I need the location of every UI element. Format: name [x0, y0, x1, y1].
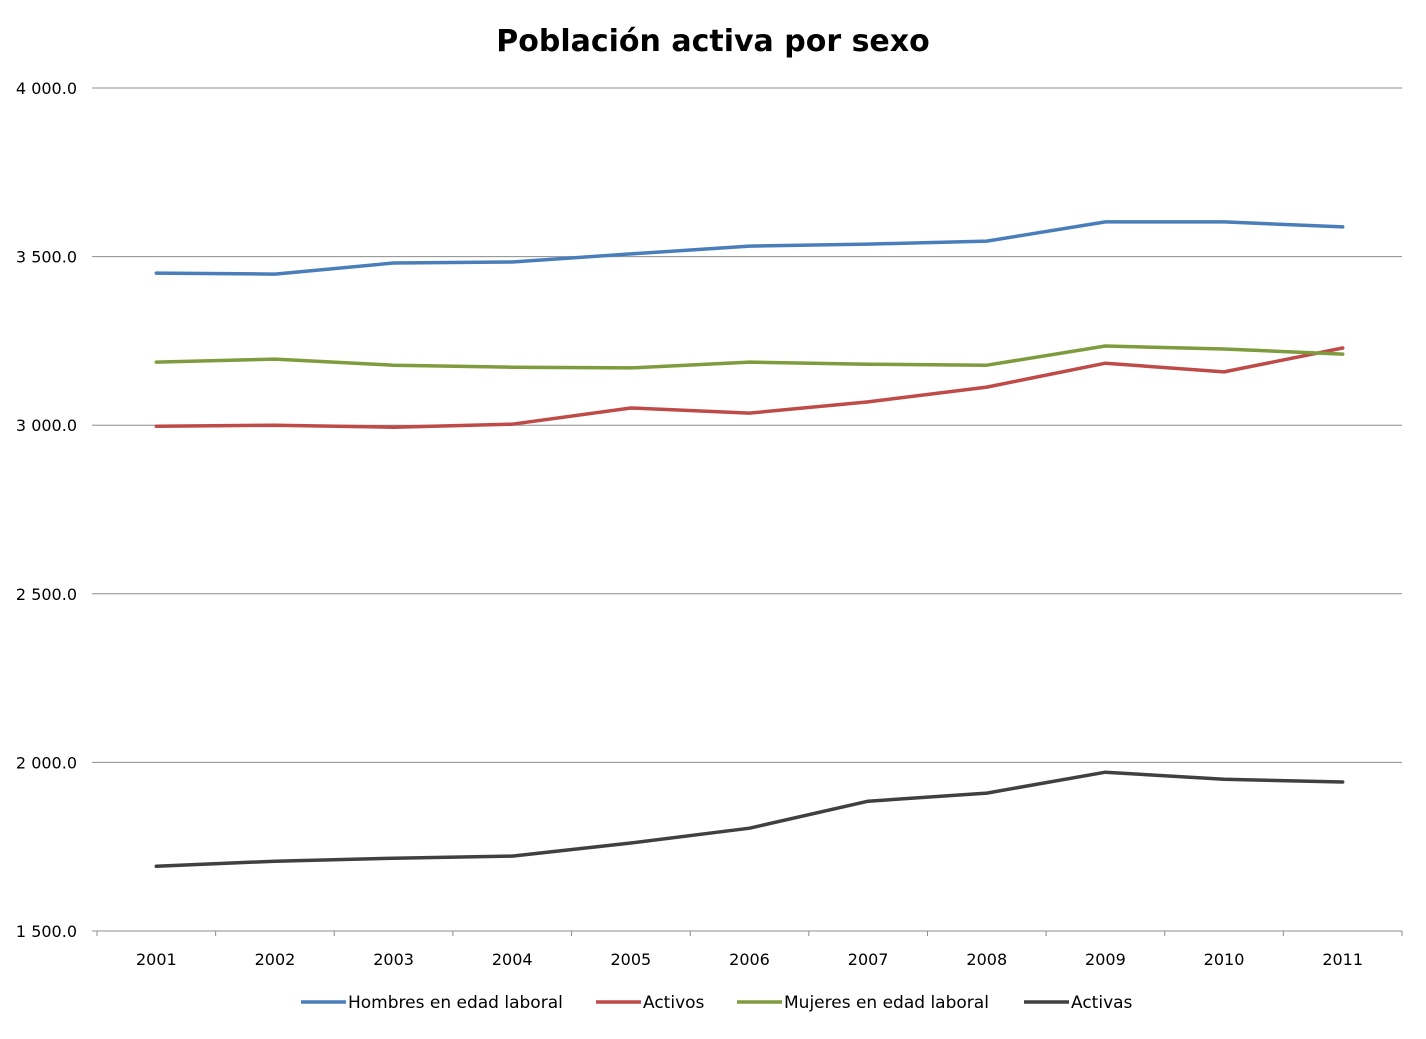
series-line-1 [156, 348, 1342, 427]
legend-label: Activas [1071, 993, 1133, 1013]
y-tick-label: 4 000.0 [16, 79, 77, 98]
x-tick-label: 2003 [373, 950, 414, 969]
x-tick-label: 2009 [1085, 950, 1126, 969]
legend-label: Activos [643, 993, 705, 1013]
series-line-2 [156, 346, 1342, 368]
series-lines [156, 222, 1343, 867]
x-tick-label: 2004 [492, 950, 533, 969]
series-line-0 [156, 222, 1342, 274]
y-tick-label: 3 000.0 [16, 416, 77, 435]
gridlines [97, 88, 1402, 931]
legend-label: Hombres en edad laboral [348, 993, 563, 1013]
y-tick-label: 1 500.0 [16, 922, 77, 941]
y-tick-label: 3 500.0 [16, 248, 77, 267]
x-tick-label: 2001 [136, 950, 177, 969]
y-axis: 1 500.0 2 000.0 2 500.0 3 000.0 3 500.0 4 000… [16, 79, 97, 941]
series-line-3 [156, 772, 1342, 866]
x-tick-label: 2005 [611, 950, 652, 969]
x-tick-label: 2011 [1322, 950, 1363, 969]
x-tick-label: 2007 [848, 950, 889, 969]
x-tick-label: 2008 [966, 950, 1007, 969]
y-tick-label: 2 500.0 [16, 585, 77, 604]
y-tick-label: 2 000.0 [16, 753, 77, 772]
legend-label: Mujeres en edad laboral [784, 993, 989, 1013]
x-tick-label: 2006 [729, 950, 770, 969]
x-tick-label: 2010 [1204, 950, 1245, 969]
chart-title: Población activa por sexo [496, 24, 929, 59]
x-tick-label: 2002 [255, 950, 296, 969]
x-axis: 2001 2002 2003 2004 2005 2006 2007 2008 2009 2010… [97, 931, 1402, 969]
legend: Hombres en edad laboral Activos Mujeres en… [301, 993, 1133, 1013]
